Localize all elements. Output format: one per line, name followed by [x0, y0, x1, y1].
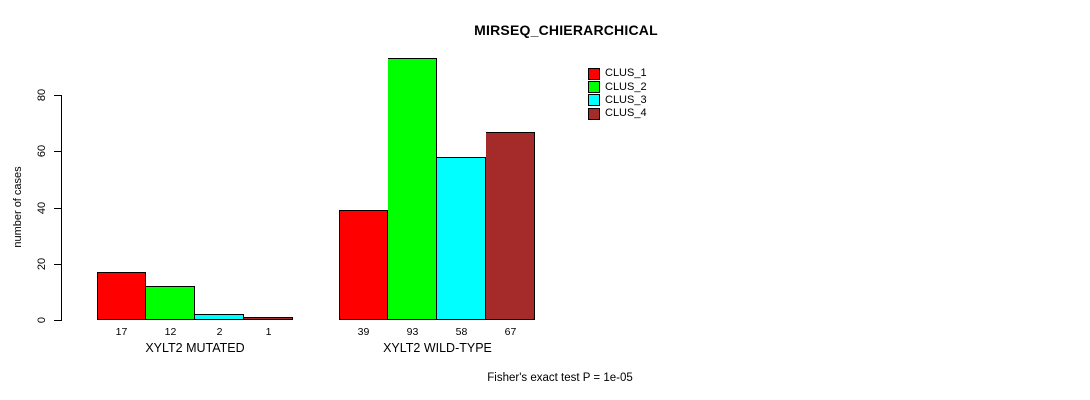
bar [195, 314, 244, 320]
bar [97, 272, 146, 320]
y-tick-label: 0 [36, 316, 48, 324]
group-label-xylt2-wild-type: XYLT2 WILD-TYPE [383, 341, 492, 355]
fisher-test-annotation: Fisher's exact test P = 1e-05 [487, 372, 633, 384]
bar [339, 210, 388, 320]
legend-label: CLUS_4 [605, 107, 647, 120]
clus-1-color-swatch [588, 67, 600, 80]
y-axis [61, 95, 62, 321]
chart-title: MIRSEQ_CHIERARCHICAL [474, 22, 658, 38]
clus-4-color-swatch [588, 107, 600, 120]
y-tick-label: 80 [36, 88, 48, 102]
legend-item-clus-1: CLUS_1 [588, 67, 647, 80]
y-tick-label: 40 [36, 201, 48, 215]
bar-value-label: 93 [406, 326, 419, 338]
legend-label: CLUS_2 [605, 80, 647, 93]
legend-item-clus-2: CLUS_2 [588, 80, 647, 94]
bar [244, 317, 293, 320]
y-tick [54, 151, 61, 152]
bar-value-label: 58 [455, 326, 468, 338]
legend: CLUS_1 CLUS_2 CLUS_3 CLUS_4 [588, 67, 647, 121]
bar [388, 58, 437, 320]
y-tick [54, 95, 61, 96]
clus-3-color-swatch [588, 94, 600, 107]
bar [486, 132, 535, 320]
bar-value-label: 2 [216, 326, 223, 338]
legend-item-clus-4: CLUS_4 [588, 107, 647, 120]
y-tick [54, 208, 61, 209]
bar-value-label: 67 [504, 326, 517, 338]
legend-label: CLUS_1 [605, 67, 647, 80]
group-label-xylt2-mutated: XYLT2 MUTATED [145, 341, 245, 355]
y-axis-label: number of cases [12, 166, 24, 248]
bar-value-label: 1 [265, 326, 272, 338]
clus-2-color-swatch [588, 81, 600, 94]
bar-value-label: 12 [164, 326, 177, 338]
legend-item-clus-3: CLUS_3 [588, 94, 647, 107]
bar-value-label: 39 [357, 326, 370, 338]
y-tick [54, 320, 61, 321]
bar [437, 157, 486, 320]
bar-value-label: 17 [115, 326, 128, 338]
y-tick-label: 20 [36, 257, 48, 271]
legend-label: CLUS_3 [605, 93, 647, 106]
bar [146, 286, 195, 320]
y-tick-label: 60 [36, 144, 48, 158]
y-tick [54, 264, 61, 265]
